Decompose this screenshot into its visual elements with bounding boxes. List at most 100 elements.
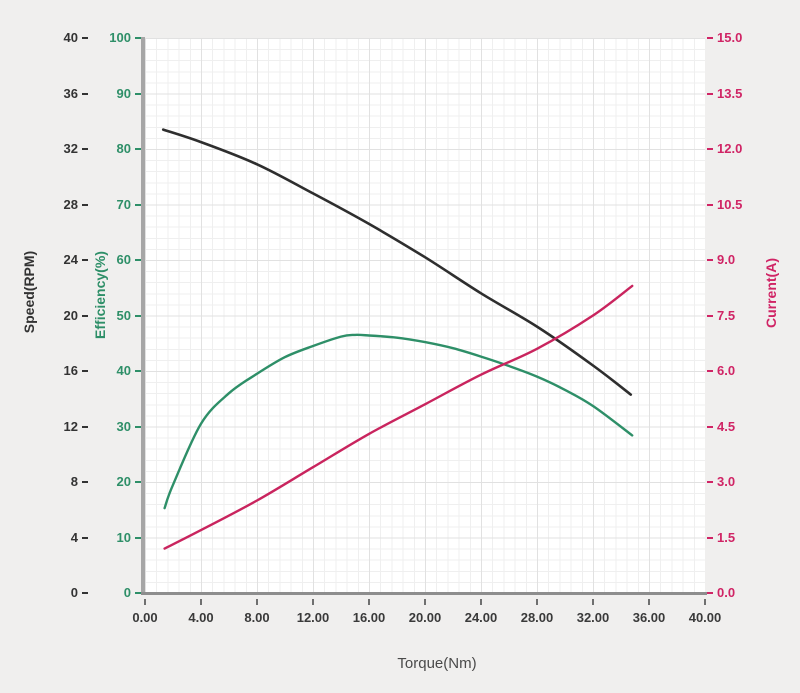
speed-ticks-row: 32 xyxy=(0,142,88,156)
speed-ticks-label: 32 xyxy=(63,141,78,156)
current-ticks-row: 7.5 xyxy=(707,307,799,323)
speed-ticks-row: 16 xyxy=(0,364,88,378)
torque-tick-mark xyxy=(592,599,594,605)
current-ticks-row: 9.0 xyxy=(707,253,799,267)
y-axis-line xyxy=(141,37,145,595)
efficiency-ticks-row: 40 xyxy=(0,364,141,378)
efficiency-ticks-row: 100 xyxy=(0,31,141,45)
current-ticks-row: 4.5 xyxy=(707,419,799,434)
current-ticks-label: 1.5 xyxy=(717,529,736,545)
current-ticks-mark xyxy=(707,92,713,95)
efficiency-ticks-row: 80 xyxy=(0,142,141,156)
torque-tick-mark xyxy=(144,599,146,605)
torque-tick-mark xyxy=(312,599,314,605)
current-ticks-label: 15.0 xyxy=(717,30,743,45)
current-ticks-label: 10.5 xyxy=(717,196,743,212)
efficiency-ticks-mark xyxy=(135,203,141,206)
torque-tick-mark xyxy=(480,599,482,605)
speed-ticks-label: 24 xyxy=(63,252,78,267)
speed-ticks-mark xyxy=(82,425,88,428)
current-ticks-mark xyxy=(707,536,713,539)
torque-tick-label: 32.00 xyxy=(576,610,610,625)
current-ticks-label: 3.0 xyxy=(717,474,736,489)
efficiency-ticks-mark xyxy=(135,481,141,483)
efficiency-ticks-label: 0 xyxy=(123,585,131,600)
current-ticks-mark xyxy=(707,592,713,594)
speed-ticks-row: 8 xyxy=(0,475,88,489)
speed-ticks-mark xyxy=(82,592,88,594)
speed-ticks-row: 4 xyxy=(0,529,88,545)
torque-tick-label: 12.00 xyxy=(296,610,330,625)
efficiency-ticks-row: 20 xyxy=(0,475,141,489)
speed-ticks-row: 24 xyxy=(0,253,88,267)
torque-axis-title: Torque(Nm) xyxy=(397,655,477,672)
torque-tick-label: 36.00 xyxy=(632,610,666,625)
efficiency-ticks-label: 40 xyxy=(116,363,131,378)
speed-ticks-mark xyxy=(82,92,88,95)
speed-ticks-mark xyxy=(82,259,88,261)
current-axis-title: Current(A) xyxy=(763,258,779,328)
current-ticks-label: 9.0 xyxy=(717,252,736,267)
current-ticks-mark xyxy=(707,314,713,317)
speed-ticks-mark xyxy=(82,148,88,150)
speed-ticks-mark xyxy=(82,314,88,317)
efficiency-ticks-mark xyxy=(135,314,141,317)
current-ticks-mark xyxy=(707,425,713,428)
efficiency-ticks-mark xyxy=(135,425,141,428)
efficiency-ticks-label: 90 xyxy=(116,85,131,101)
efficiency-ticks-mark xyxy=(135,536,141,539)
current-ticks-mark xyxy=(707,481,713,483)
speed-ticks-row: 40 xyxy=(0,31,88,45)
speed-ticks-row: 20 xyxy=(0,307,88,323)
torque-tick-mark xyxy=(200,599,202,605)
torque-tick-mark xyxy=(704,599,706,605)
torque-tick-mark xyxy=(648,599,650,605)
speed-ticks-label: 28 xyxy=(63,196,78,212)
current-ticks-row: 6.0 xyxy=(707,364,799,378)
efficiency-ticks-mark xyxy=(135,37,141,39)
efficiency-ticks-label: 60 xyxy=(116,252,131,267)
efficiency-ticks-label: 30 xyxy=(116,418,131,434)
efficiency-ticks-label: 20 xyxy=(116,474,131,489)
efficiency-ticks-label: 10 xyxy=(116,529,131,545)
current-ticks-mark xyxy=(707,37,713,39)
speed-ticks-row: 12 xyxy=(0,419,88,434)
torque-tick-label: 40.00 xyxy=(688,610,722,625)
efficiency-ticks-row: 60 xyxy=(0,253,141,267)
current-ticks-row: 10.5 xyxy=(707,196,799,212)
current-ticks-row: 1.5 xyxy=(707,529,799,545)
efficiency-ticks-label: 70 xyxy=(116,196,131,212)
torque-tick-label: 0.00 xyxy=(132,610,158,625)
current-ticks-mark xyxy=(707,203,713,206)
x-axis-line xyxy=(141,592,707,595)
current-ticks-row: 3.0 xyxy=(707,475,799,489)
current-ticks-label: 12.0 xyxy=(717,141,743,156)
current-ticks-mark xyxy=(707,259,713,261)
current-ticks-row: 13.5 xyxy=(707,86,799,101)
efficiency-ticks-mark xyxy=(135,259,141,261)
efficiency-ticks-mark xyxy=(135,592,141,594)
torque-tick-label: 28.00 xyxy=(520,610,554,625)
current-ticks-mark xyxy=(707,370,713,372)
current-ticks-label: 6.0 xyxy=(717,363,736,378)
current-ticks-label: 0.0 xyxy=(717,585,736,600)
efficiency-ticks-row: 90 xyxy=(0,85,141,101)
current-ticks-row: 12.0 xyxy=(707,142,799,156)
current-ticks-row: 15.0 xyxy=(707,31,799,45)
efficiency-ticks-row: 70 xyxy=(0,196,141,212)
speed-ticks-label: 36 xyxy=(63,85,78,101)
torque-tick-label: 16.00 xyxy=(352,610,386,625)
current-ticks-row: 0.0 xyxy=(707,586,799,600)
current-ticks-label: 7.5 xyxy=(717,307,736,323)
efficiency-axis-title: Efficiency(%) xyxy=(92,251,108,339)
speed-ticks-label: 8 xyxy=(70,474,78,489)
speed-ticks-row: 0 xyxy=(0,586,88,600)
torque-tick-label: 4.00 xyxy=(188,610,214,625)
speed-ticks-label: 4 xyxy=(70,529,78,545)
torque-tick-mark xyxy=(256,599,258,605)
speed-axis-title: Speed(RPM) xyxy=(21,250,37,334)
efficiency-ticks-label: 80 xyxy=(116,141,131,156)
efficiency-ticks-label: 100 xyxy=(109,30,131,45)
speed-ticks-label: 20 xyxy=(63,307,78,323)
torque-tick-label: 20.00 xyxy=(408,610,442,625)
